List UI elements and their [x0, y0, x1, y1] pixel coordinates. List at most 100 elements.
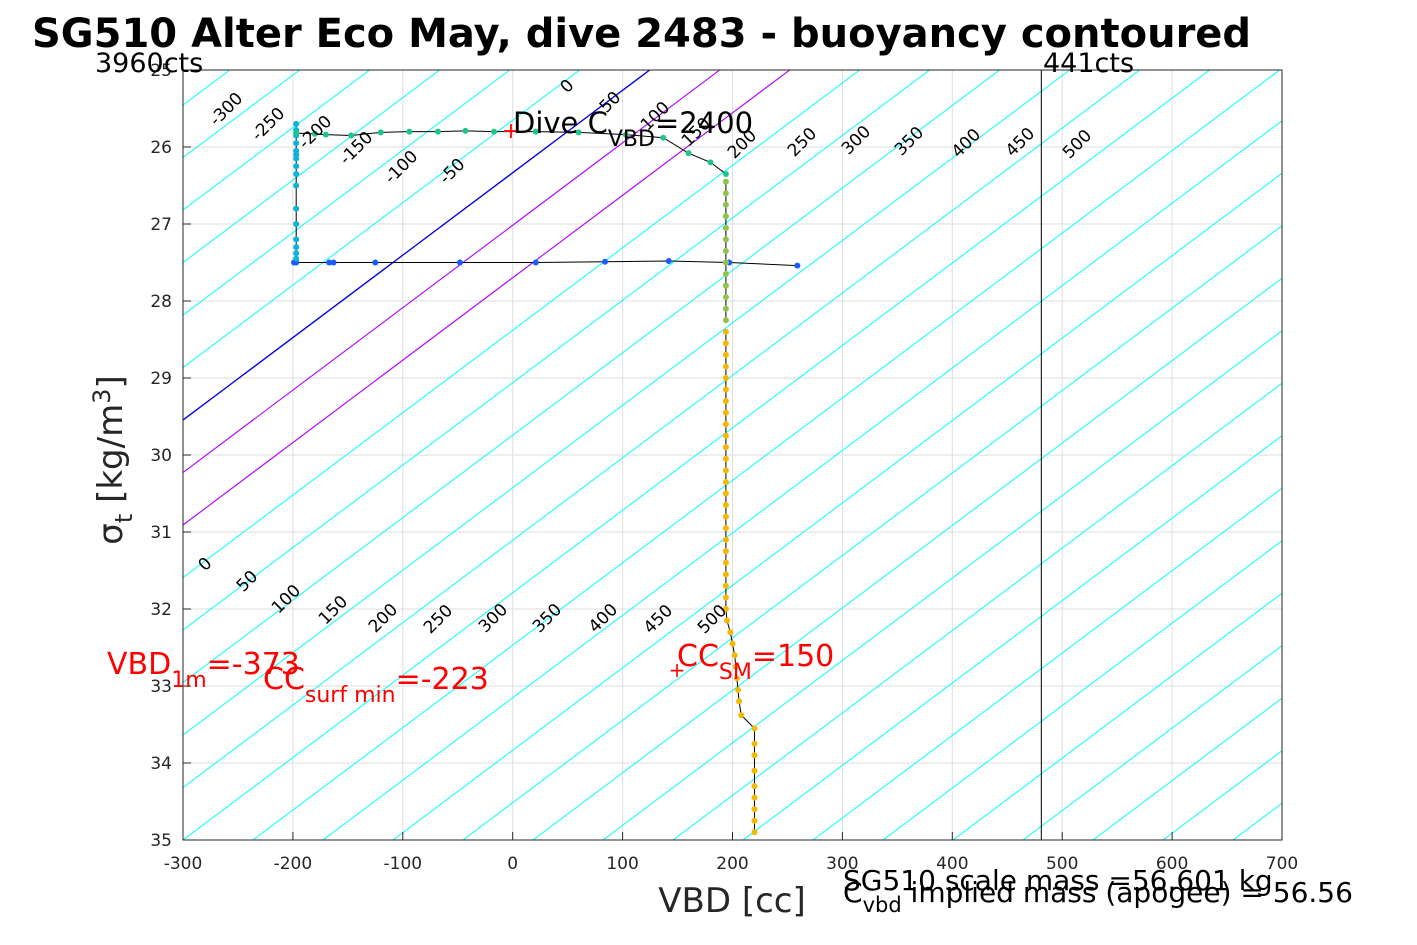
- data-point: [724, 617, 731, 624]
- data-point: [722, 247, 729, 254]
- data-point: [722, 398, 729, 405]
- contour-line: [183, 70, 1071, 736]
- left-clipped-tick: 25: [150, 61, 172, 81]
- y-tick-label: 26: [150, 138, 172, 158]
- implied-mass-label: Cvbd implied mass (apogee) = 56.56: [843, 876, 1353, 917]
- contour-line: [183, 70, 791, 526]
- data-point: [722, 178, 729, 185]
- buoyancy-contours: [0, 60, 1417, 840]
- data-point: [322, 131, 329, 138]
- data-point: [293, 255, 300, 262]
- axis-ticks: -300 -200 -100 0 100 200 300 400 500 600 700 26 27 28…: [150, 138, 1298, 874]
- data-point: [722, 478, 729, 485]
- data-point: [722, 190, 729, 197]
- y-axis-label: σt [kg/m3]: [88, 375, 138, 544]
- data-point: [293, 170, 300, 177]
- x-tick-label: 200: [716, 854, 748, 874]
- data-point: [330, 259, 337, 266]
- data-point: [293, 250, 300, 257]
- x-tick-label: 100: [606, 854, 638, 874]
- x-tick-label: 700: [1266, 854, 1298, 874]
- x-tick-label: 300: [826, 854, 858, 874]
- contour-line: [392, 172, 1282, 840]
- data-point: [660, 134, 667, 141]
- x-tick-label: 500: [1046, 854, 1078, 874]
- data-point: [751, 752, 758, 759]
- data-point: [722, 224, 729, 231]
- data-point: [732, 663, 739, 670]
- contour-line: [183, 70, 511, 316]
- contour-line: [183, 70, 651, 421]
- y-tick-label: 28: [150, 292, 172, 312]
- data-point: [751, 725, 758, 732]
- data-point: [722, 582, 729, 589]
- data-point: [532, 259, 539, 266]
- y-tick-label: 31: [150, 523, 172, 543]
- data-point: [722, 594, 729, 601]
- y-tick-label: 35: [150, 831, 172, 851]
- data-point: [293, 236, 300, 243]
- contour-line: [602, 330, 1282, 840]
- data-point: [707, 159, 714, 166]
- data-point: [311, 130, 318, 137]
- contour-line: [183, 70, 1141, 789]
- data-point: [751, 829, 758, 836]
- data-point: [722, 444, 729, 451]
- data-points: [290, 120, 801, 836]
- data-point: [731, 652, 738, 659]
- data-point: [377, 129, 384, 136]
- data-point: [532, 128, 539, 135]
- data-point: [751, 783, 758, 790]
- contour-line: [672, 382, 1282, 840]
- data-point: [722, 328, 729, 335]
- data-point: [293, 163, 300, 170]
- data-point: [406, 128, 413, 135]
- data-point: [722, 386, 729, 393]
- right-counts-label: 441cts: [1043, 48, 1134, 79]
- data-point: [722, 363, 729, 370]
- data-point: [722, 259, 729, 266]
- data-point: [622, 131, 629, 138]
- data-point: [751, 767, 758, 774]
- data-point: [729, 640, 736, 647]
- contour-line: [462, 225, 1282, 840]
- data-point: [293, 130, 300, 137]
- contour-line: [183, 70, 861, 579]
- x-tick-label: 0: [507, 854, 518, 874]
- dive-cvbd-marker: +: [502, 119, 520, 144]
- y-tick-label: 30: [150, 446, 172, 466]
- data-point: [733, 675, 740, 682]
- data-point: [293, 244, 300, 251]
- contour-line: [812, 487, 1282, 840]
- contour-line: [1373, 60, 1417, 840]
- data-point: [722, 317, 729, 324]
- data-point: [491, 128, 498, 135]
- data-point: [722, 282, 729, 289]
- data-point: [722, 170, 729, 177]
- left-counts-label: 3960cts: [95, 48, 203, 79]
- y-tick-label: 29: [150, 369, 172, 389]
- contour-line: [183, 70, 441, 264]
- data-point: [685, 150, 692, 157]
- data-point: [722, 305, 729, 312]
- contour-line: [952, 592, 1282, 840]
- data-point: [722, 409, 729, 416]
- data-point: [722, 201, 729, 208]
- data-point: [727, 629, 734, 636]
- contour-line: [322, 120, 1282, 840]
- contour-line: [0, 60, 173, 840]
- chart-title: SG510 Alter Eco May, dive 2483 - buoyanc…: [32, 11, 1251, 57]
- contour-line: [252, 70, 1281, 840]
- data-point: [293, 151, 300, 158]
- data-point: [293, 182, 300, 189]
- data-point: [348, 132, 355, 139]
- x-tick-label: -300: [164, 854, 203, 874]
- contour-line: [183, 70, 1211, 840]
- x-tick-label: -100: [384, 854, 423, 874]
- data-point: [722, 294, 729, 301]
- y-tick-label: 27: [150, 215, 172, 235]
- contour-line: [0, 60, 33, 840]
- data-point: [293, 120, 300, 127]
- data-point: [293, 221, 300, 227]
